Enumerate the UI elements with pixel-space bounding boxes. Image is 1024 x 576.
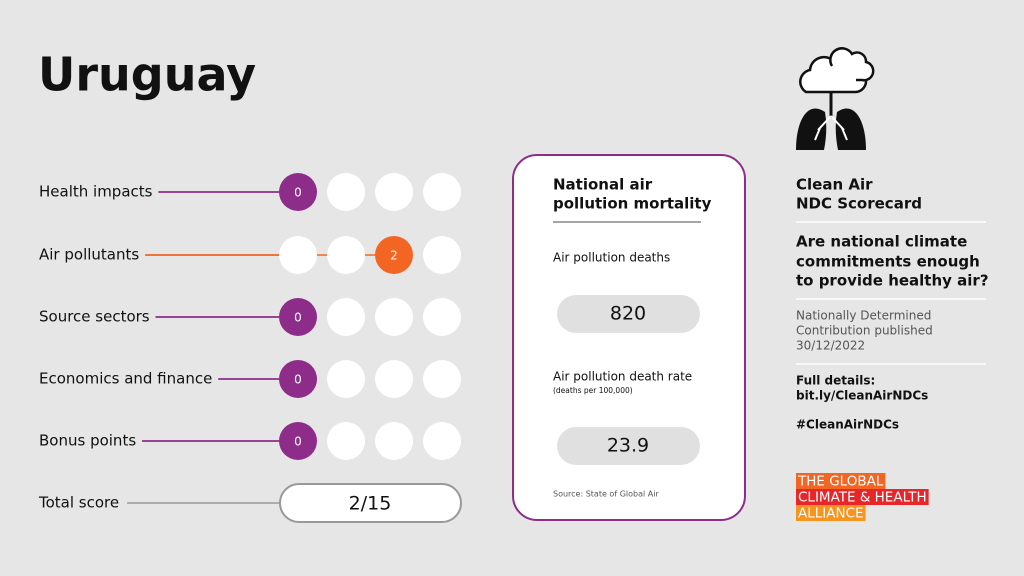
- question: to provide healthy air?: [796, 272, 989, 290]
- country-title: Uruguay: [38, 48, 256, 102]
- row-label: Health impacts: [39, 183, 153, 201]
- details: Full details:: [796, 374, 875, 388]
- rate-value: 23.9: [607, 435, 649, 457]
- rate-unit: (deaths per 100,000): [553, 386, 633, 395]
- source: Source: State of Global Air: [553, 490, 659, 499]
- score-dot: [279, 422, 317, 460]
- row-label: Bonus points: [39, 432, 136, 450]
- details-link[interactable]: bit.ly/CleanAirNDCs: [796, 389, 928, 403]
- card-title: National air: [553, 176, 653, 194]
- deaths-label: Air pollution deaths: [553, 251, 670, 265]
- score-value: 0: [294, 311, 302, 325]
- empty-dot: [327, 422, 365, 460]
- score-dot: [279, 360, 317, 398]
- pill: [557, 427, 700, 465]
- total-pill: [279, 483, 462, 523]
- empty-dot: [423, 236, 461, 274]
- score-value: 2: [390, 249, 398, 263]
- row-label: Economics and finance: [39, 370, 212, 388]
- ndc-info: 30/12/2022: [796, 339, 865, 353]
- deaths-value: 820: [610, 303, 646, 325]
- empty-dot: [327, 173, 365, 211]
- empty-dot: [423, 360, 461, 398]
- score-value: 0: [294, 435, 302, 449]
- score-dot: [279, 298, 317, 336]
- hashtag: #CleanAirNDCs: [796, 418, 899, 432]
- question: Are national climate: [796, 233, 967, 251]
- logo-band: [796, 505, 866, 521]
- total-label: Total score: [38, 494, 119, 512]
- empty-dot: [375, 173, 413, 211]
- card-title: pollution mortality: [553, 195, 712, 213]
- empty-dot: [423, 422, 461, 460]
- empty-dot: [423, 298, 461, 336]
- logo-text: THE GLOBAL: [797, 474, 884, 490]
- score-dot: [279, 173, 317, 211]
- empty-dot: [279, 236, 317, 274]
- logo-band: [796, 473, 886, 489]
- rate-label: Air pollution death rate: [553, 370, 692, 384]
- empty-dot: [375, 422, 413, 460]
- score-value: 0: [294, 186, 302, 200]
- lungs-cloud-icon: [796, 47, 875, 150]
- logo-text: CLIMATE & HEALTH: [798, 490, 927, 506]
- ndc-info: Contribution published: [796, 324, 933, 338]
- ndc-info: Nationally Determined: [796, 309, 931, 323]
- pill: [557, 295, 700, 333]
- empty-dot: [375, 298, 413, 336]
- row-label: Air pollutants: [39, 246, 139, 264]
- question: commitments enough: [796, 253, 980, 271]
- sidebar-title: NDC Scorecard: [796, 195, 922, 213]
- logo-text: ALLIANCE: [798, 506, 864, 522]
- empty-dot: [423, 173, 461, 211]
- empty-dot: [327, 298, 365, 336]
- empty-dot: [327, 236, 365, 274]
- row-label: Source sectors: [39, 308, 150, 326]
- empty-dot: [327, 360, 365, 398]
- empty-dot: [375, 360, 413, 398]
- total-value: 2/15: [349, 493, 392, 515]
- score-dot: [375, 236, 413, 274]
- score-value: 0: [294, 373, 302, 387]
- sidebar-title: Clean Air: [796, 176, 873, 194]
- logo-band: [796, 489, 929, 505]
